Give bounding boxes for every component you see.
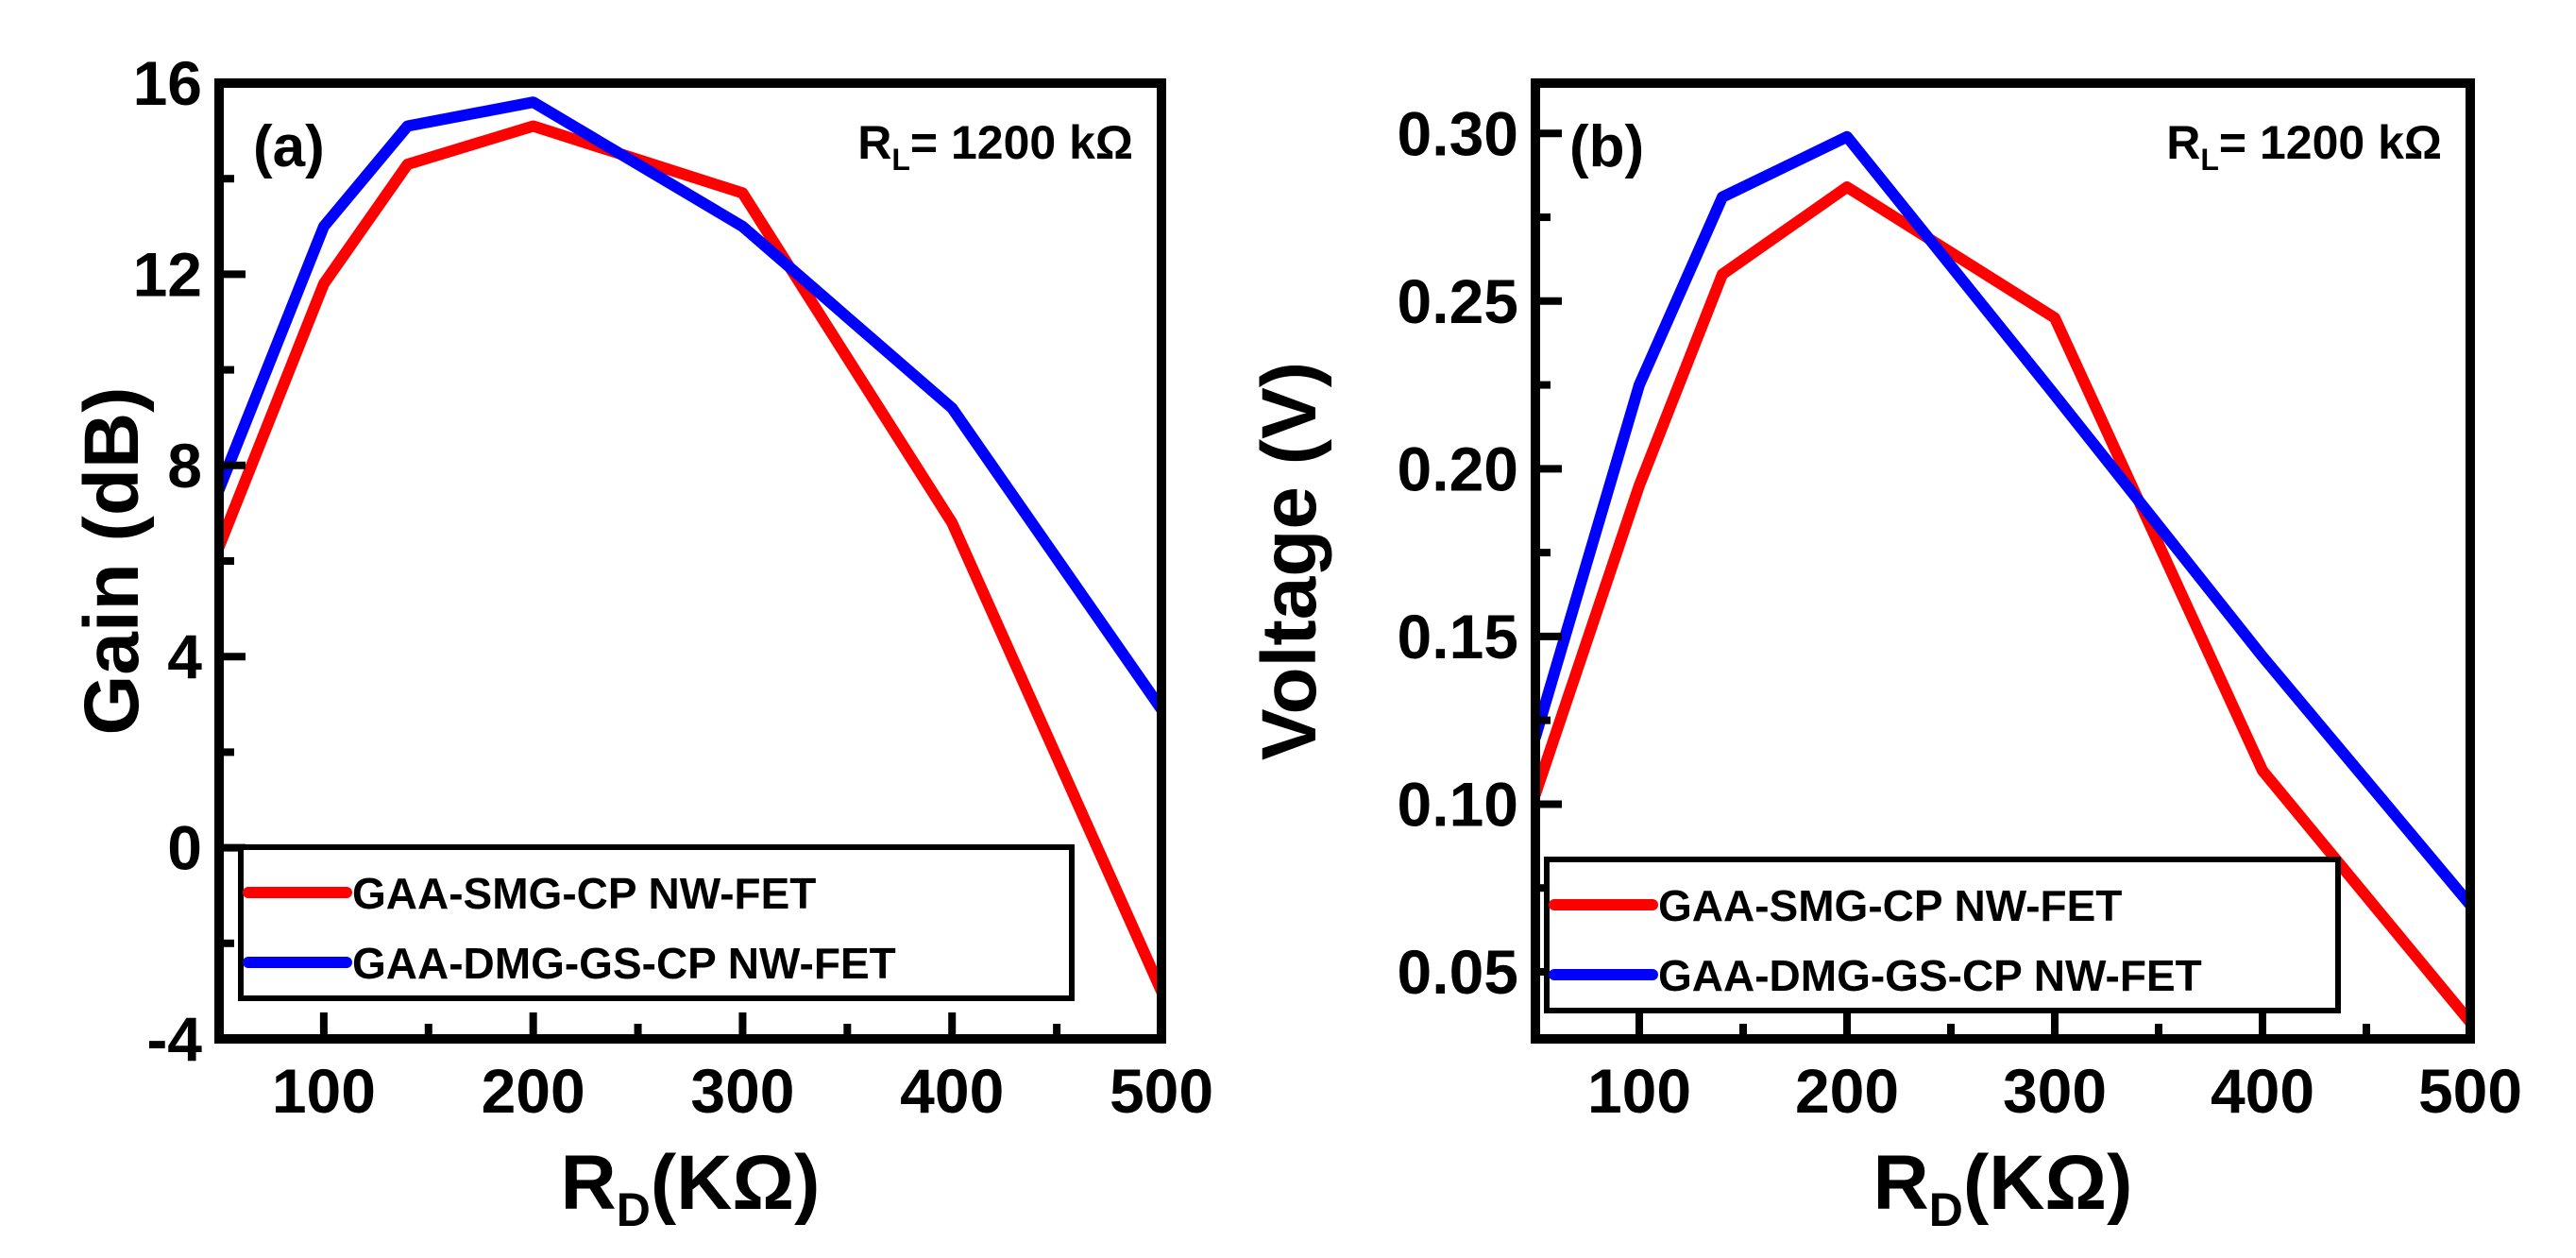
note-main: R	[857, 116, 891, 169]
y-axis-title: Voltage (V)	[1246, 362, 1332, 760]
x-tick-label: 100	[272, 1056, 376, 1126]
series-group	[219, 96, 1161, 997]
x-axis-title-sub: D	[617, 1183, 651, 1236]
x-tick-label: 300	[2003, 1056, 2107, 1126]
x-axis-title: RD(KΩ)	[561, 1140, 821, 1236]
y-axis-title: Gain (dB)	[69, 387, 155, 736]
legend-label-smg: GAA-SMG-CP NW-FET	[352, 869, 816, 918]
x-tick-label: 200	[482, 1056, 585, 1126]
y-tick-label: 16	[133, 48, 202, 118]
y-tick-label: 0.10	[1398, 769, 1518, 839]
y-tick-label: 0.05	[1398, 937, 1518, 1007]
series-line-smg	[1535, 181, 2470, 1028]
x-tick-label: 500	[2418, 1056, 2522, 1126]
series-line-dmg	[1535, 130, 2470, 910]
x-tick-label: 500	[1110, 1056, 1213, 1126]
x-tick-label: 400	[2211, 1056, 2314, 1126]
x-axis-title-main: R	[1873, 1140, 1929, 1226]
note-main: R	[2166, 116, 2200, 169]
note-sub: L	[2200, 143, 2219, 177]
note-sub: L	[891, 143, 910, 177]
load-resistance-note: RL= 1200 kΩ	[2166, 116, 2442, 177]
x-tick-label: 100	[1587, 1056, 1691, 1126]
y-tick-label: 0.20	[1398, 434, 1518, 503]
x-axis-title: RD(KΩ)	[1873, 1140, 2133, 1236]
series-line-smg	[219, 120, 1161, 997]
legend-label-dmg: GAA-DMG-GS-CP NW-FET	[1658, 951, 2202, 1000]
x-axis-title-main: R	[561, 1140, 617, 1226]
panel-label: (b)	[1569, 114, 1644, 179]
legend-box	[238, 844, 1075, 1001]
legend: GAA-SMG-CP NW-FET GAA-DMG-GS-CP NW-FET	[238, 844, 1075, 1001]
y-tick-label: 12	[133, 239, 202, 309]
plot-frame	[1531, 78, 2475, 1044]
legend: GAA-SMG-CP NW-FET GAA-DMG-GS-CP NW-FET	[1544, 857, 2341, 1013]
x-tick-label: 400	[900, 1056, 1004, 1126]
x-tick-label: 300	[690, 1056, 794, 1126]
legend-box	[1544, 857, 2341, 1013]
y-tick-label: 0.30	[1398, 98, 1518, 168]
y-tick-label: 0	[167, 813, 202, 883]
y-tick-label: 8	[167, 431, 202, 501]
panel-b: 100 200 300 400 500 0.05 0.10 0.15 0.20 0.25 0.30 R…	[1246, 78, 2522, 1236]
legend-label-smg: GAA-SMG-CP NW-FET	[1658, 881, 2122, 930]
note-rest: = 1200 kΩ	[2219, 116, 2442, 169]
x-axis-title-sub: D	[1929, 1183, 1963, 1236]
load-resistance-note: RL= 1200 kΩ	[857, 116, 1133, 177]
x-tick-label: 200	[1795, 1056, 1899, 1126]
panel-label: (a)	[253, 114, 325, 179]
y-tick-label: 4	[167, 621, 202, 691]
y-tick-label: 0.15	[1398, 602, 1518, 672]
y-tick-label: -4	[146, 1004, 202, 1074]
plot-frame	[214, 78, 1166, 1044]
x-axis-title-rest: (KΩ)	[1963, 1140, 2133, 1226]
series-group	[1535, 130, 2470, 1028]
x-axis-title-rest: (KΩ)	[651, 1140, 821, 1226]
note-rest: = 1200 kΩ	[910, 116, 1133, 169]
series-line-dmg	[219, 96, 1161, 715]
legend-label-dmg: GAA-DMG-GS-CP NW-FET	[352, 939, 896, 988]
y-tick-label: 0.25	[1398, 266, 1518, 336]
